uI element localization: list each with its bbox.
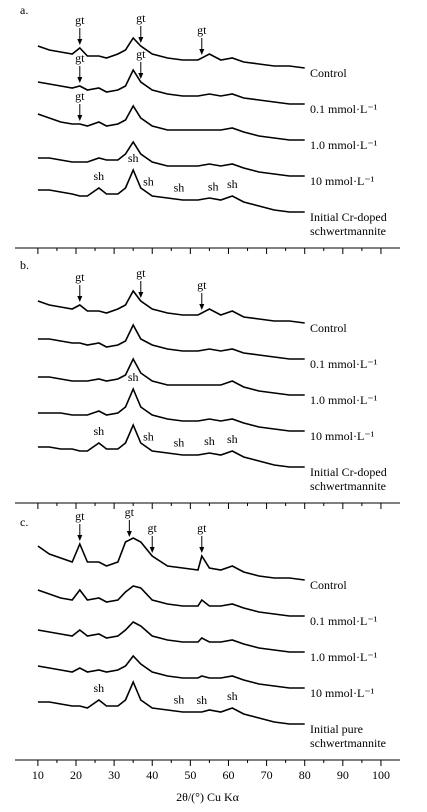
arrowhead (199, 304, 205, 310)
arrowhead (77, 77, 83, 83)
annotation: sh (227, 689, 238, 703)
series-label: 0.1 mmol·L⁻¹ (310, 102, 378, 116)
annotation: sh (208, 180, 219, 194)
arrowhead (77, 115, 83, 121)
annotation: gt (125, 505, 135, 519)
xrd-trace (37, 36, 305, 69)
annotation: gt (75, 89, 85, 103)
arrowhead (126, 531, 132, 537)
series-label: 10 mmol·L⁻¹ (310, 174, 375, 188)
annotation: gt (197, 278, 207, 292)
panel-label: c. (20, 515, 28, 529)
xrd-trace (37, 68, 305, 105)
annotation: sh (174, 181, 185, 195)
series-label: Initial Cr-doped schwertmannite (310, 210, 387, 238)
series-label: 0.1 mmol·L⁻¹ (310, 357, 378, 371)
x-tick-label: 60 (222, 768, 234, 782)
series-label: Initial pure schwertmannite (310, 722, 386, 750)
series-label: Control (310, 578, 347, 592)
xrd-trace (37, 140, 305, 177)
arrowhead (138, 73, 144, 79)
arrowhead (149, 547, 155, 553)
annotation: sh (94, 169, 105, 183)
panel-label: b. (20, 258, 29, 272)
x-tick-label: 40 (146, 768, 158, 782)
annotation: gt (75, 509, 85, 523)
annotation: gt (136, 11, 146, 25)
x-axis-label: 2θ/(°) Cu Kα (176, 790, 240, 804)
xrd-trace (37, 585, 305, 617)
xrd-trace (37, 357, 305, 396)
annotation: sh (128, 151, 139, 165)
x-tick-label: 90 (337, 768, 349, 782)
x-tick-label: 10 (32, 768, 44, 782)
annotation: gt (136, 47, 146, 61)
arrowhead (77, 535, 83, 541)
arrowhead (199, 547, 205, 553)
series-label: Control (310, 321, 347, 335)
x-tick-label: 80 (299, 768, 311, 782)
arrowhead (199, 49, 205, 55)
annotation: sh (143, 429, 154, 443)
series-label: 10 mmol·L⁻¹ (310, 686, 375, 700)
annotation: sh (196, 693, 207, 707)
annotation: gt (75, 270, 85, 284)
series-label: 1.0 mmol·L⁻¹ (310, 393, 378, 407)
annotation: sh (94, 681, 105, 695)
annotation: gt (136, 266, 146, 280)
annotation: sh (174, 436, 185, 450)
annotation: sh (227, 432, 238, 446)
xrd-trace (37, 167, 305, 213)
annotation: gt (75, 13, 85, 27)
x-tick-label: 30 (108, 768, 120, 782)
xrd-trace (37, 621, 305, 653)
annotation: gt (75, 51, 85, 65)
annotation: gt (148, 521, 158, 535)
series-label: 0.1 mmol·L⁻¹ (310, 614, 378, 628)
xrd-trace (37, 422, 305, 468)
arrowhead (77, 296, 83, 302)
annotation: sh (227, 177, 238, 191)
arrowhead (77, 39, 83, 45)
annotation: gt (197, 23, 207, 37)
series-label: Control (310, 66, 347, 80)
xrd-trace (37, 386, 305, 432)
series-label: Initial Cr-doped schwertmannite (310, 465, 387, 493)
x-tick-label: 100 (372, 768, 390, 782)
xrd-trace (37, 679, 305, 725)
arrowhead (138, 37, 144, 43)
xrd-trace (37, 537, 305, 581)
annotation: sh (174, 693, 185, 707)
annotation: sh (143, 174, 154, 188)
annotation: sh (204, 434, 215, 448)
xrd-trace (37, 104, 305, 141)
xrd-trace (37, 289, 305, 324)
annotation: gt (197, 521, 207, 535)
series-label: 1.0 mmol·L⁻¹ (310, 138, 378, 152)
xrd-trace (37, 323, 305, 360)
annotation: sh (94, 424, 105, 438)
arrowhead (138, 292, 144, 298)
x-tick-label: 50 (184, 768, 196, 782)
x-tick-label: 20 (70, 768, 82, 782)
annotation: sh (128, 370, 139, 384)
xrd-trace (37, 654, 305, 689)
panel-label: a. (20, 3, 28, 17)
series-label: 10 mmol·L⁻¹ (310, 429, 375, 443)
series-label: 1.0 mmol·L⁻¹ (310, 650, 378, 664)
x-tick-label: 70 (261, 768, 273, 782)
